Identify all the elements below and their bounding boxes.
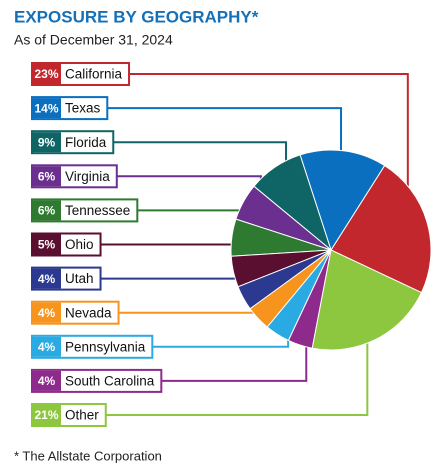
pie-slice: [330, 164, 432, 294]
legend-value-label: 4%: [38, 340, 56, 354]
legend-frame: [31, 334, 154, 359]
pie-slice: [311, 249, 423, 351]
legend-label: Nevada: [65, 305, 112, 320]
legend-value-box: [32, 64, 61, 84]
legend-frame: [31, 198, 139, 223]
chart-subtitle: As of December 31, 2024: [14, 32, 173, 48]
leader-line: [105, 321, 369, 416]
legend-frame: [31, 300, 120, 325]
legend-label: Texas: [65, 101, 101, 116]
legend-value-box: [32, 234, 61, 255]
legend-value-label: 21%: [34, 408, 58, 422]
legend-frame: [31, 368, 163, 393]
leader-line: [100, 243, 254, 268]
legend-frame: [31, 62, 131, 86]
legend-label: Other: [65, 408, 99, 423]
legend-value-label: 6%: [38, 204, 56, 218]
legend-label: South Carolina: [65, 373, 155, 388]
legend-frame: [31, 266, 102, 291]
legend-label: Virginia: [65, 169, 110, 184]
legend-value-box: [32, 200, 61, 221]
legend-value-label: 4%: [38, 306, 56, 320]
legend-value-box: [32, 166, 61, 187]
legend-value-box: [32, 98, 61, 119]
legend-label: Pennsylvania: [65, 339, 146, 354]
legend-value-label: 9%: [38, 135, 56, 149]
legend-value-box: [32, 132, 61, 153]
legend-label: Utah: [65, 271, 94, 286]
legend-label: California: [65, 67, 123, 82]
legend-frame: [31, 130, 115, 155]
legend-frame: [31, 96, 109, 121]
legend-value-box: [32, 405, 61, 425]
leader-line: [129, 73, 409, 228]
legend-value-label: 14%: [34, 101, 58, 115]
legend-label: Ohio: [65, 237, 94, 252]
legend-frame: [31, 403, 107, 427]
legend-value-label: 6%: [38, 169, 56, 183]
legend-value-box: [32, 268, 61, 289]
legend-label: Florida: [65, 135, 107, 150]
legend-value-label: 5%: [38, 238, 56, 252]
legend-value-box: [32, 302, 61, 323]
leader-line: [107, 107, 343, 171]
legend-frame: [31, 232, 102, 257]
legend-frame: [31, 164, 118, 189]
legend-value-label: 4%: [38, 374, 56, 388]
leader-line: [116, 175, 262, 212]
legend-value-label: 23%: [34, 67, 58, 81]
legend-value-box: [32, 336, 61, 357]
legend-value-box: [32, 370, 61, 391]
legend-label: Tennessee: [65, 203, 130, 218]
footnote: * The Allstate Corporation: [14, 448, 162, 463]
legend-value-label: 4%: [38, 272, 56, 286]
pie-slice: [299, 149, 386, 252]
chart-title: EXPOSURE BY GEOGRAPHY*: [14, 7, 259, 26]
